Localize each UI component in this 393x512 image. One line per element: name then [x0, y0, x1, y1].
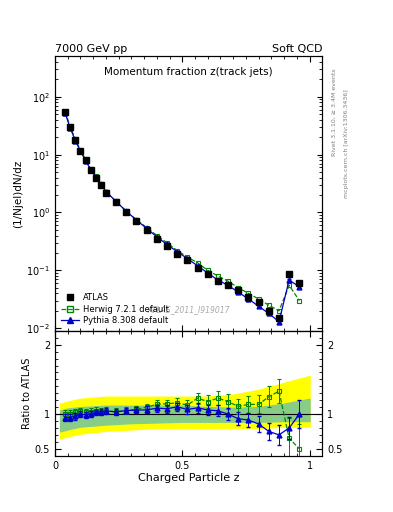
Text: Soft QCD: Soft QCD [272, 44, 322, 54]
Text: 7000 GeV pp: 7000 GeV pp [55, 44, 127, 54]
Text: Momentum fraction z(track jets): Momentum fraction z(track jets) [104, 67, 273, 77]
Text: Rivet 3.1.10, ≥ 3.4M events: Rivet 3.1.10, ≥ 3.4M events [332, 69, 337, 157]
Y-axis label: Ratio to ATLAS: Ratio to ATLAS [22, 357, 32, 429]
Y-axis label: (1/Njel)dN/dz: (1/Njel)dN/dz [13, 159, 24, 228]
X-axis label: Charged Particle z: Charged Particle z [138, 473, 239, 483]
Text: ATLAS_2011_I919017: ATLAS_2011_I919017 [147, 305, 230, 314]
Text: mcplots.cern.ch [arXiv:1306.3436]: mcplots.cern.ch [arXiv:1306.3436] [344, 89, 349, 198]
Legend: ATLAS, Herwig 7.2.1 default, Pythia 8.308 default: ATLAS, Herwig 7.2.1 default, Pythia 8.30… [59, 291, 170, 327]
